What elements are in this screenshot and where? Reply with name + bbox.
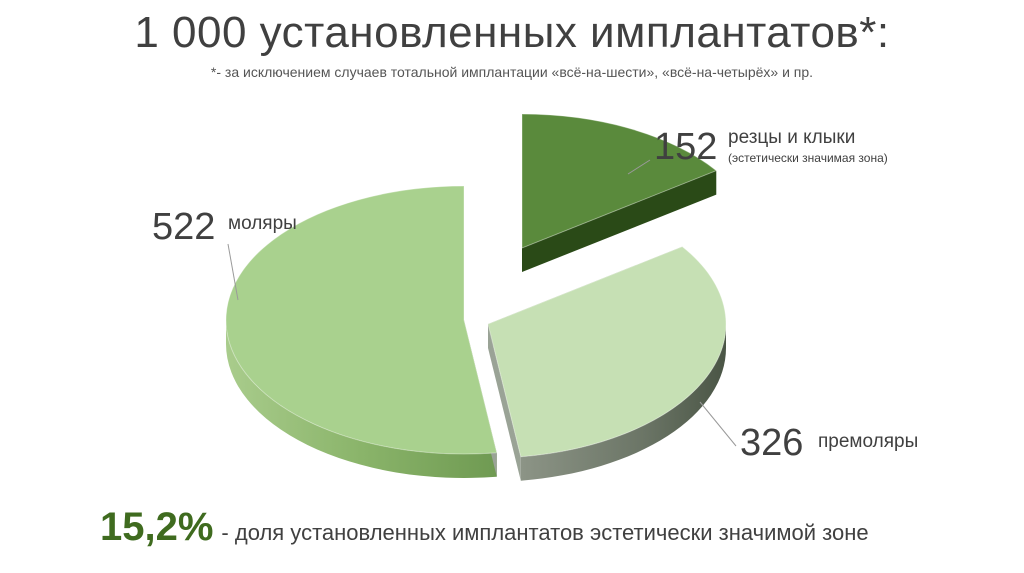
label-incisors-name: резцы и клыки — [728, 127, 856, 148]
leader-incisors — [627, 159, 651, 175]
label-premolars-value: 326 — [740, 422, 804, 464]
label-incisors-sub: (эстетически значимая зона) — [728, 151, 888, 165]
label-molars-value: 522 — [152, 206, 216, 248]
slice-molars — [225, 185, 498, 478]
footer-percent: 15,2% — [100, 505, 214, 549]
slice-premolars — [487, 246, 727, 481]
leader-premolars — [699, 401, 737, 447]
footer-text: - доля установленных имплантатов эстетич… — [221, 520, 869, 545]
label-incisors-value: 152 — [654, 126, 718, 168]
label-molars-name: моляры — [228, 213, 297, 234]
slice-incisors — [521, 113, 718, 272]
page-title: 1 000 установленных имплантатов*: — [134, 8, 890, 57]
label-premolars-name: премоляры — [818, 431, 919, 452]
footer-note: 15,2% - доля установленных имплантатов эс… — [100, 505, 869, 550]
page-subtitle: *- за исключением случаев тотальной импл… — [210, 64, 814, 80]
leader-molars — [227, 243, 239, 301]
